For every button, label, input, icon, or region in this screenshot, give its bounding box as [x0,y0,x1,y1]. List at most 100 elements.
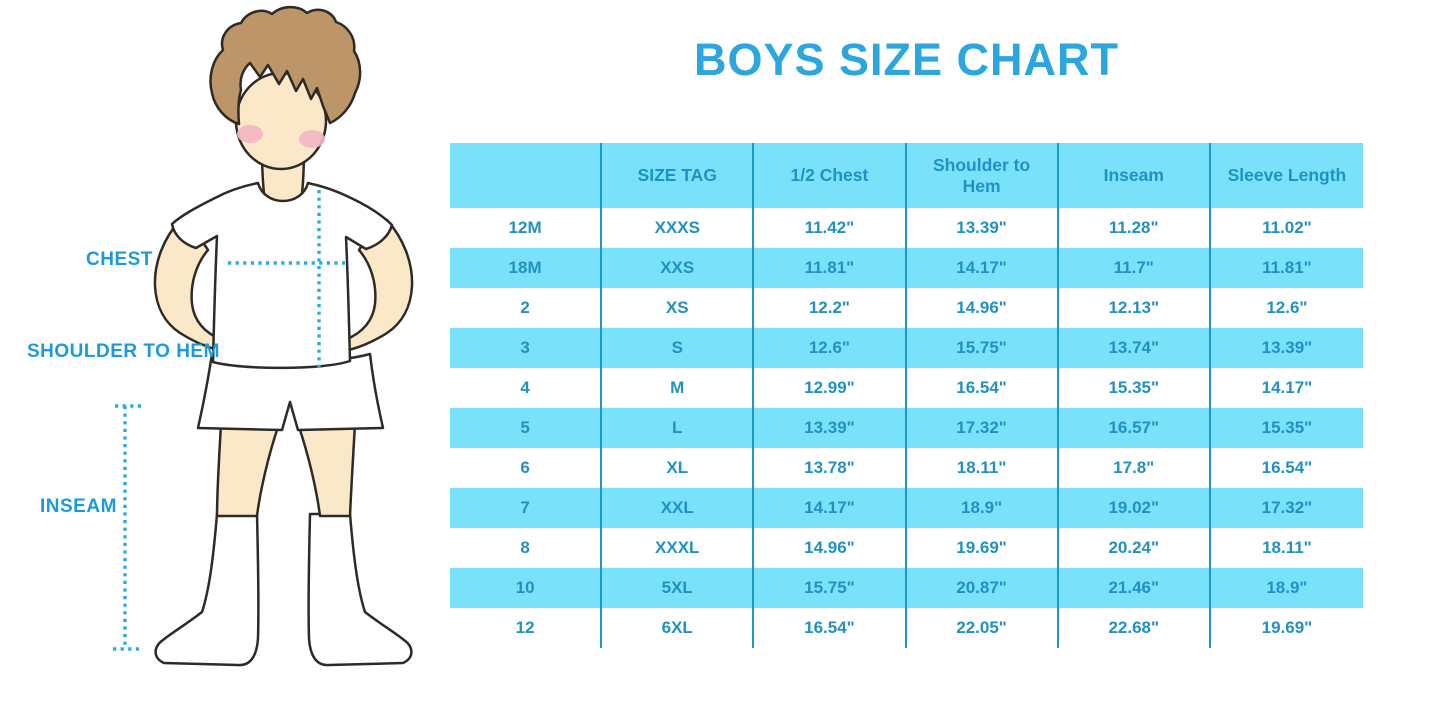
table-cell: L [602,408,755,448]
table-cell: 12.6" [754,328,907,368]
table-cell: 8 [450,528,603,568]
table-cell: 11.02" [1262,218,1312,237]
table-row: 2 XS 12.2" 14.96" 12.13" 12.6" [450,288,1363,328]
table-cell: 17.32" [1261,498,1313,517]
table-cell: 20.87" [907,568,1059,608]
table-cell: 17.8" [1059,448,1211,488]
table-cell: 13.39" [754,408,907,448]
table-cell: 15.75" [754,568,907,608]
table-cell: 12.99" [754,368,907,408]
column-header: SIZE TAG [602,143,755,208]
table-cell: 7 [450,488,603,528]
arm-left [153,218,224,352]
table-cell: XXL [602,488,755,528]
table-body: 12M XXXS 11.42" 13.39" 11.28" 11.02" 18M XXS 11.… [450,208,1363,648]
sock-left [154,512,260,667]
table-cell: 6XL [602,608,755,648]
table-cell: 18M [450,248,603,288]
table-row: 12M XXXS 11.42" 13.39" 11.28" 11.02" [450,208,1363,248]
table-cell: 11.81" [754,248,907,288]
table-cell: 5 [450,408,603,448]
table-cell: XL [602,448,755,488]
table-cell: 6 [450,448,603,488]
table-cell: 13.78" [754,448,907,488]
table-cell: 12.2" [754,288,907,328]
table-cell: 22.05" [907,608,1059,648]
leg-right [296,422,357,518]
table-cell: 18.11" [1262,538,1312,557]
table-row: 10 5XL 15.75" 20.87" 21.46" 18.9" [450,568,1363,608]
column-header [450,143,603,208]
table-cell: 3 [450,328,603,368]
table-cell: 16.54" [754,608,907,648]
table-row: 6 XL 13.78" 18.11" 17.8" 16.54" [450,448,1363,488]
table-row: 4 M 12.99" 16.54" 15.35" 14.17" [450,368,1363,408]
table-cell: 15.35" [1059,368,1211,408]
table-cell: 19.69" [1261,618,1313,637]
table-row: 3 S 12.6" 15.75" 13.74" 13.39" [450,328,1363,368]
table-cell: 14.17" [754,488,907,528]
table-cell: M [602,368,755,408]
table-cell: 4 [450,368,603,408]
table-cell: 20.24" [1059,528,1211,568]
table-cell: 19.69" [907,528,1059,568]
table-cell: 14.96" [754,528,907,568]
column-header: Shoulder to Hem [907,143,1059,208]
table-cell: 12.13" [1059,288,1211,328]
table-cell: 13.39" [907,208,1059,248]
table-cell: 16.54" [907,368,1059,408]
table-cell: 10 [450,568,603,608]
table-row: 5 L 13.39" 17.32" 16.57" 15.35" [450,408,1363,448]
leg-left [215,422,281,518]
table-cell: 18.9" [907,488,1059,528]
blush-right-cheek [299,130,325,148]
table-cell: 13.74" [1059,328,1211,368]
table-cell: XXS [602,248,755,288]
column-header: Inseam [1059,143,1211,208]
inseam-label: INSEAM [40,496,117,517]
table-row: 18M XXS 11.81" 14.17" 11.7" 11.81" [450,248,1363,288]
table-cell: XXXS [602,208,755,248]
table-cell: 14.96" [907,288,1059,328]
t-shirt [170,181,394,370]
size-chart-table: SIZE TAG 1/2 Chest Shoulder to Hem Inseam Sl… [450,143,1363,648]
table-cell: 14.17" [1261,378,1313,397]
table-cell: 13.39" [1261,338,1313,357]
chest-label: CHEST [86,249,153,270]
table-cell: 11.7" [1059,248,1211,288]
table-row: 8 XXXL 14.96" 19.69" 20.24" 18.11" [450,528,1363,568]
boy-illustration [113,5,414,667]
shoulder-to-hem-label: SHOULDER TO HEM [27,341,220,362]
table-cell: 17.32" [907,408,1059,448]
table-cell: 5XL [602,568,755,608]
table-cell: 12.6" [1266,298,1308,317]
table-cell: 11.42" [754,208,907,248]
table-cell: 19.02" [1059,488,1211,528]
page-title: BOYS SIZE CHART [693,34,1120,85]
table-cell: 14.17" [907,248,1059,288]
column-header: Sleeve Length [1227,165,1347,185]
table-cell: 12M [450,208,603,248]
arm-right [343,218,414,352]
table-cell: 11.28" [1059,208,1211,248]
table-cell: S [602,328,755,368]
table-cell: XXXL [602,528,755,568]
table-cell: 22.68" [1059,608,1211,648]
table-cell: 15.75" [907,328,1059,368]
table-cell: 18.9" [1266,578,1308,597]
table-cell: 2 [450,288,603,328]
table-cell: 16.54" [1261,458,1313,477]
table-header-row: SIZE TAG 1/2 Chest Shoulder to Hem Inseam Sl… [450,143,1363,208]
blush-left-cheek [237,125,263,143]
table-cell: 18.11" [907,448,1059,488]
column-header: 1/2 Chest [754,143,907,208]
hair [209,5,362,126]
table-row: 12 6XL 16.54" 22.05" 22.68" 19.69" [450,608,1363,648]
table-row: 7 XXL 14.17" 18.9" 19.02" 17.32" [450,488,1363,528]
table-cell: 21.46" [1059,568,1211,608]
table-cell: 12 [450,608,603,648]
table-cell: 16.57" [1059,408,1211,448]
table-cell: 15.35" [1261,418,1313,437]
sock-right [307,512,413,667]
